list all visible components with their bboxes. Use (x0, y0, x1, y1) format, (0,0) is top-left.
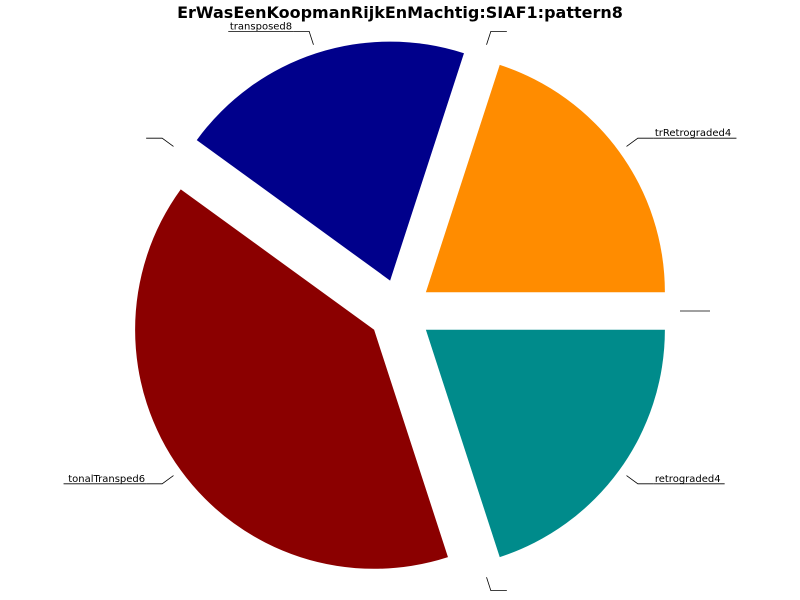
slice-label: retrograded4 (655, 474, 721, 485)
leader-line (146, 137, 174, 147)
pie-slice (196, 41, 464, 281)
pie-slice (425, 64, 665, 293)
slice-label: transposed8 (230, 21, 292, 32)
leader-line (486, 30, 507, 45)
chart-title: ErWasEenKoopmanRijkEnMachtig:SIAF1:patte… (177, 3, 623, 22)
slice-label: tonalTransped6 (68, 474, 145, 485)
leader-line (293, 30, 314, 45)
pie-slice (135, 189, 448, 569)
leader-line (626, 475, 654, 485)
pie-slice (425, 329, 665, 558)
leader-line (626, 137, 654, 147)
leader-line (146, 475, 174, 485)
leader-line (486, 577, 507, 592)
slice-label: trRetrograded4 (655, 128, 731, 139)
